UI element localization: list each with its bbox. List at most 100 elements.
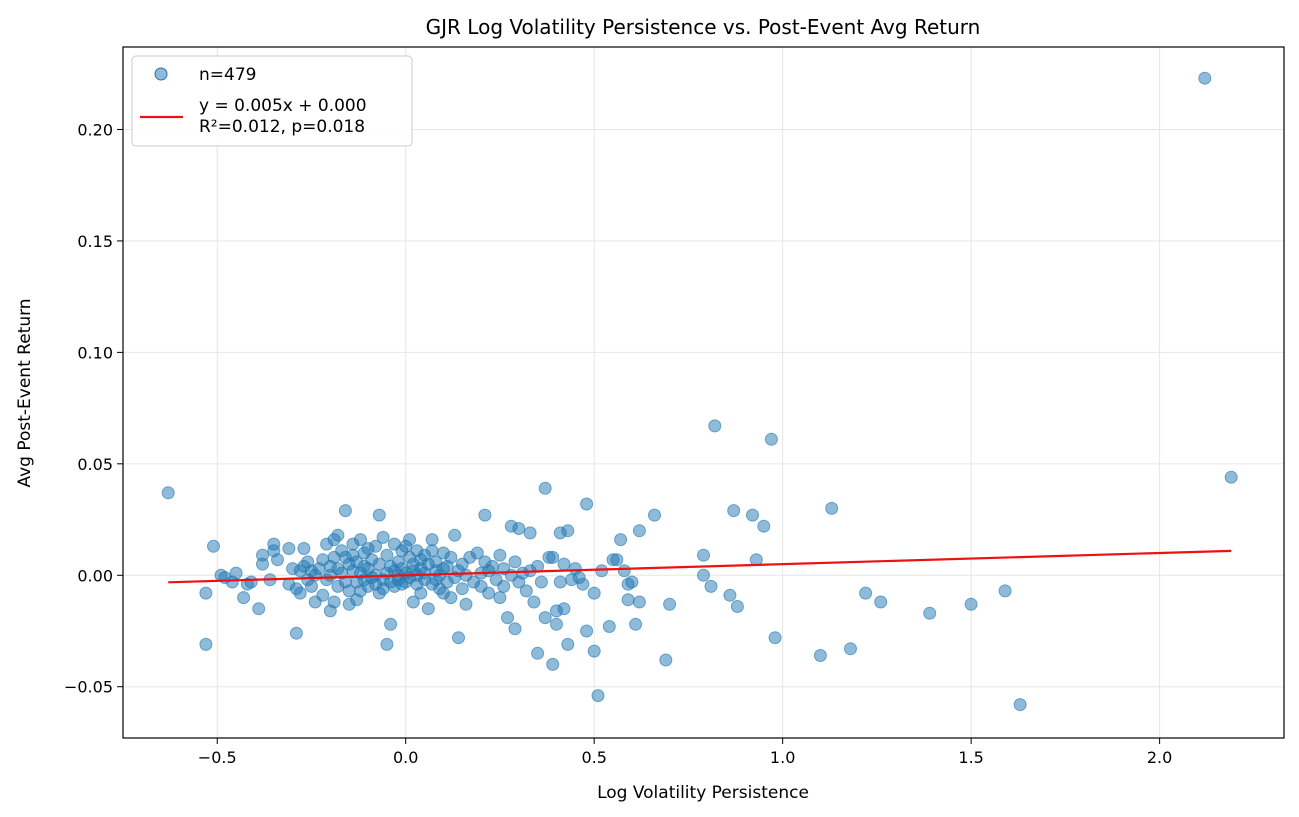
data-point-26 [297, 542, 311, 555]
data-point-163 [523, 526, 537, 540]
data-point-30 [305, 579, 318, 593]
data-point-195 [614, 533, 628, 547]
data-point-188 [587, 586, 601, 600]
chart-title: GJR Log Volatility Persistence vs. Post-… [426, 15, 981, 39]
data-point-22 [289, 626, 303, 640]
data-point-213 [746, 508, 759, 522]
data-point-175 [550, 617, 563, 631]
x-tick-label-3: 1.0 [770, 748, 795, 767]
data-point-179 [557, 557, 571, 571]
y-tick-label-1: 0.00 [77, 566, 113, 585]
data-point-42 [327, 595, 341, 609]
data-point-167 [531, 646, 545, 660]
data-point-187 [580, 624, 594, 638]
data-point-180 [561, 524, 575, 538]
data-point-227 [1198, 71, 1212, 85]
legend: n=479 y = 0.005x + 0.000 R²=0.012, p=0.01… [131, 55, 413, 147]
fit-line [168, 549, 1232, 584]
data-point-181 [561, 637, 575, 651]
data-point-49 [338, 504, 352, 518]
data-point-207 [697, 568, 710, 582]
data-point-165 [527, 595, 541, 609]
data-point-7 [229, 566, 243, 580]
data-point-103 [406, 595, 420, 609]
legend-label-scatter: n=479 [199, 65, 256, 85]
data-point-8 [237, 591, 251, 605]
data-point-224 [964, 597, 978, 611]
legend-marker-scatter [154, 67, 168, 81]
data-point-1 [199, 637, 213, 651]
data-point-18 [282, 542, 296, 555]
data-point-226 [1013, 698, 1027, 712]
data-point-158 [508, 555, 522, 569]
data-point-225 [998, 584, 1012, 598]
data-point-228 [1224, 470, 1238, 484]
y-tick-label-5: 0.20 [77, 120, 113, 139]
data-point-212 [730, 600, 744, 613]
data-point-168 [534, 575, 548, 589]
plot-frame [122, 46, 1285, 739]
data-point-208 [704, 579, 718, 593]
data-point-82 [380, 637, 394, 651]
data-point-24 [293, 586, 307, 600]
data-point-118 [425, 544, 439, 558]
data-point-157 [508, 622, 522, 636]
data-point-0 [161, 486, 175, 500]
legend-label-fit-line-1: R²=0.012, p=0.018 [199, 117, 365, 137]
data-point-129 [444, 550, 458, 564]
data-point-17 [271, 553, 284, 567]
data-point-177 [553, 575, 567, 589]
data-point-11 [252, 602, 266, 616]
data-point-13 [256, 557, 269, 571]
data-point-114 [421, 602, 435, 616]
data-point-217 [768, 631, 782, 645]
data-point-222 [874, 595, 888, 609]
data-point-204 [659, 653, 673, 667]
data-point-205 [663, 597, 677, 611]
data-point-116 [425, 533, 439, 547]
fit-line-layer [168, 549, 1232, 584]
data-point-44 [331, 528, 345, 542]
data-point-185 [576, 577, 590, 591]
data-point-186 [580, 497, 594, 511]
data-point-191 [595, 564, 609, 578]
scatter-points [161, 71, 1238, 712]
data-point-3 [207, 539, 220, 553]
x-tick-label-1: 0.0 [393, 748, 418, 767]
data-point-170 [538, 611, 552, 625]
data-point-153 [497, 579, 511, 593]
data-point-146 [482, 586, 496, 600]
data-point-200 [629, 617, 643, 631]
data-point-203 [648, 508, 661, 522]
y-tick-label-0: −0.05 [64, 678, 113, 697]
data-point-137 [459, 597, 473, 611]
data-point-34 [316, 588, 330, 602]
data-point-190 [591, 689, 605, 703]
x-tick-label-4: 1.5 [958, 748, 983, 767]
x-tick-label-5: 2.0 [1147, 748, 1172, 767]
data-point-194 [610, 553, 624, 567]
legend-box [131, 55, 413, 147]
data-point-178 [557, 602, 571, 616]
x-axis-label: Log Volatility Persistence [597, 783, 809, 803]
x-axis-ticks: −0.5 0.0 0.5 1.0 1.5 2.0 [198, 738, 1172, 767]
data-point-189 [587, 644, 601, 658]
data-point-135 [455, 582, 469, 596]
y-tick-label-3: 0.10 [77, 343, 113, 362]
data-point-154 [501, 611, 514, 625]
x-tick-label-2: 0.5 [581, 748, 606, 767]
data-point-150 [493, 548, 507, 562]
data-point-62 [354, 533, 367, 547]
data-point-196 [617, 564, 631, 578]
data-point-206 [697, 548, 710, 562]
data-point-109 [414, 586, 428, 600]
data-point-159 [512, 522, 526, 535]
data-point-130 [444, 591, 458, 605]
data-point-197 [621, 593, 635, 607]
data-point-220 [844, 642, 857, 656]
y-tick-label-4: 0.15 [77, 232, 113, 251]
data-point-141 [470, 546, 484, 560]
data-point-219 [825, 501, 839, 515]
data-point-144 [478, 508, 492, 522]
data-point-75 [372, 508, 386, 522]
